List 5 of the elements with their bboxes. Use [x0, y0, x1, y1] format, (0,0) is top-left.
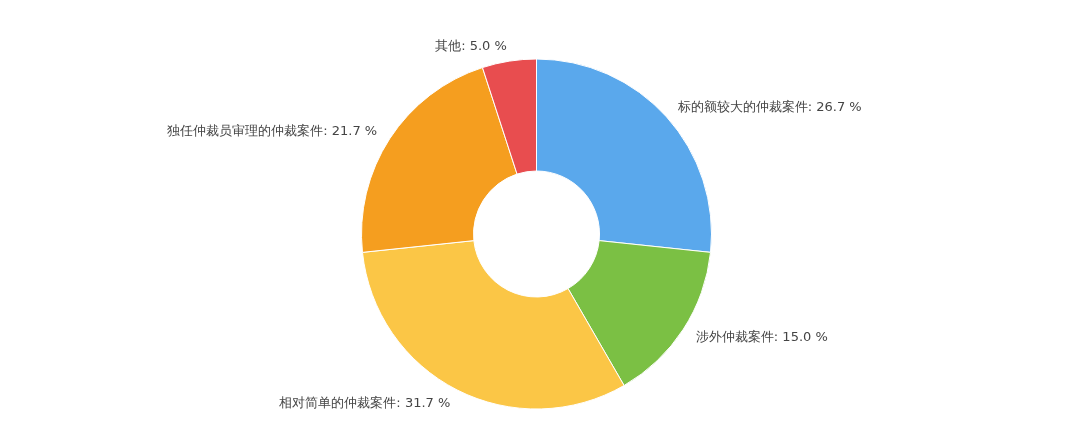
slice-label: 涉外仲裁案件: 15.0 %	[695, 329, 828, 345]
slice-label: 其他: 5.0 %	[435, 38, 507, 54]
slice-label: 标的额较大的仲裁案件: 26.7 %	[676, 98, 862, 114]
slice-label: 独任仲裁员审理的仲裁案件: 21.7 %	[167, 122, 378, 138]
slice-label: 相对简单的仲裁案件: 31.7 %	[279, 395, 451, 411]
